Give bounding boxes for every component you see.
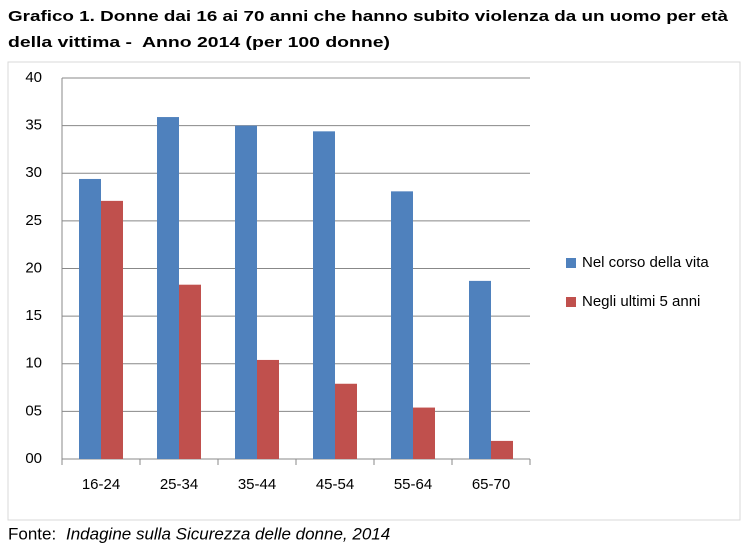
bar [469, 280, 491, 459]
y-tick-label: 30 [25, 164, 42, 181]
x-tick-label: 65-70 [472, 476, 510, 493]
y-tick-label: 25 [25, 212, 42, 229]
chart-frame [7, 61, 741, 521]
y-tick-label: 00 [25, 450, 42, 467]
bar [79, 178, 101, 459]
legend-label: Nel corso della vita [582, 254, 709, 271]
y-tick-label: 15 [25, 307, 42, 324]
legend-label: Negli ultimi 5 anni [582, 293, 700, 310]
bar [101, 200, 123, 459]
y-tick-label: 35 [25, 117, 42, 134]
y-tick-label: 20 [25, 259, 42, 276]
chart-title: della vittima - Anno 2014 (per 100 donne… [8, 34, 390, 51]
bar [391, 191, 413, 459]
x-tick-label: 16-24 [82, 476, 120, 493]
y-tick-label: 10 [25, 355, 42, 372]
x-tick-label: 45-54 [316, 476, 354, 493]
bar [335, 383, 357, 459]
x-tick-label: 55-64 [394, 476, 432, 493]
bar [413, 407, 435, 459]
legend-swatch [566, 297, 576, 307]
chart-title: Grafico 1. Donne dai 16 ai 70 anni che h… [8, 8, 729, 25]
source: Indagine sulla Sicurezza delle donne, 20… [66, 524, 390, 543]
bar [235, 125, 257, 459]
x-tick-label: 25-34 [160, 476, 198, 493]
bar [313, 131, 335, 459]
y-tick-label: 05 [25, 402, 42, 419]
legend-swatch [566, 258, 576, 268]
bar [257, 359, 279, 459]
y-tick-label: 40 [25, 69, 42, 86]
x-tick-label: 35-44 [238, 476, 276, 493]
bar [157, 117, 179, 460]
bar [179, 284, 201, 459]
bar [491, 440, 513, 459]
source-label: Fonte: [8, 524, 56, 543]
